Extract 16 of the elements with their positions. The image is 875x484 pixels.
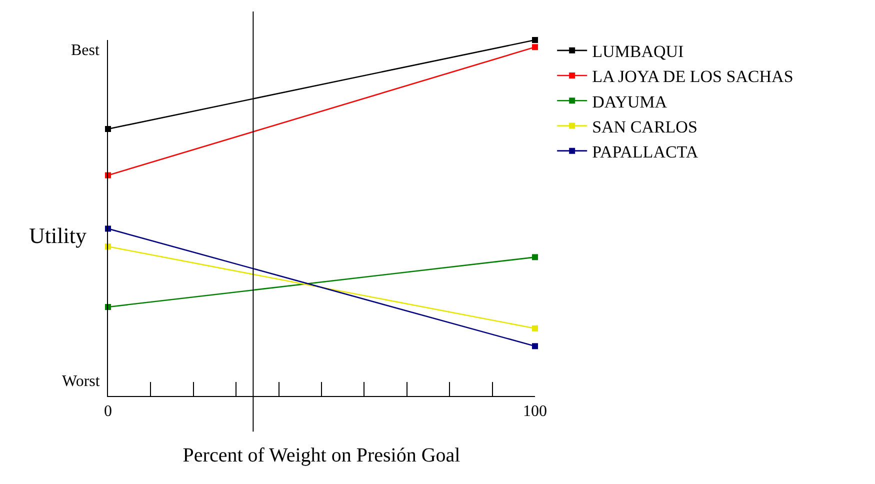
point bbox=[532, 325, 538, 332]
legend-label: DAYUMA bbox=[592, 92, 668, 112]
point bbox=[532, 254, 538, 260]
legend-label: LA JOYA DE LOS SACHAS bbox=[592, 67, 794, 86]
point bbox=[532, 44, 538, 50]
legend-label: SAN CARLOS bbox=[592, 117, 698, 136]
text: Best bbox=[71, 42, 100, 59]
x-tick-label: 100 bbox=[523, 403, 547, 420]
x-axis-title: Percent of Weight on Presión Goal bbox=[182, 444, 461, 467]
text: Worst bbox=[62, 373, 100, 390]
point bbox=[532, 343, 538, 350]
legend-label: PAPALLACTA bbox=[592, 142, 699, 162]
y-axis-title: Utility bbox=[29, 223, 86, 248]
legend-label: LUMBAQUI bbox=[592, 42, 684, 62]
x-tick-label: 0 bbox=[104, 403, 112, 420]
point bbox=[532, 37, 538, 43]
